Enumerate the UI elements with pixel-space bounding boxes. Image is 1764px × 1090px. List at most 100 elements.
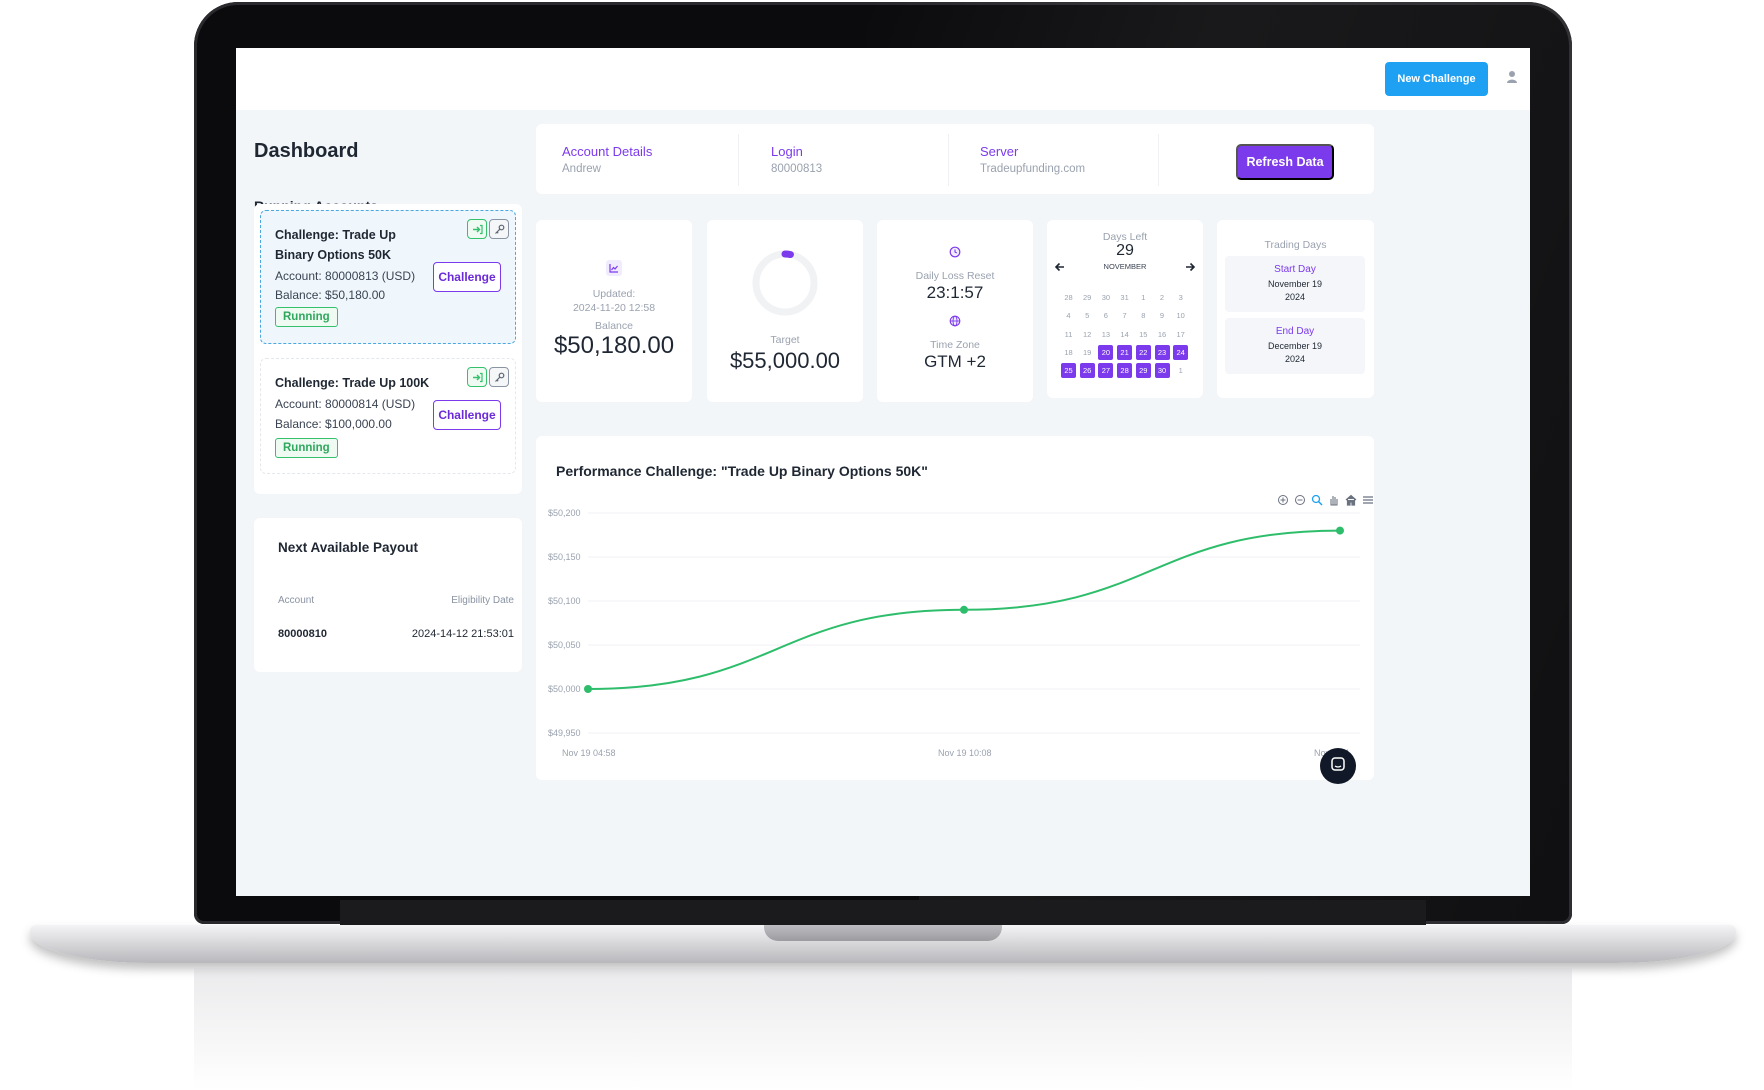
server-label: Server (980, 144, 1019, 159)
data-point[interactable] (584, 685, 592, 693)
account-details-group: Account Details Andrew (562, 144, 652, 175)
payout-col-date: Eligibility Date (451, 595, 514, 606)
calendar-day[interactable]: 4 (1066, 311, 1071, 321)
login-label: Login (771, 144, 803, 159)
new-challenge-button[interactable]: New Challenge (1385, 62, 1488, 96)
calendar-day[interactable]: 30 (1101, 293, 1111, 302)
x-tick-label: Nov 19 04:58 (562, 748, 616, 758)
laptop-reflection (194, 968, 1572, 1090)
account-balance: Balance: $100,000.00 (275, 417, 392, 431)
laptop-hinge (340, 900, 1426, 926)
calendar-day[interactable]: 17 (1176, 329, 1185, 339)
login-value: 80000813 (771, 163, 823, 175)
calendar-day[interactable]: 5 (1085, 311, 1090, 321)
calendar-day[interactable]: 29 (1083, 293, 1092, 302)
laptop-notch (764, 925, 1002, 941)
chat-icon (1330, 756, 1346, 777)
calendar-day[interactable]: 7 (1122, 311, 1127, 321)
calendar-day[interactable]: 18 (1064, 347, 1073, 357)
top-bar: New Challenge (236, 48, 1530, 110)
data-point[interactable] (960, 605, 968, 614)
performance-chart-panel: Performance Challenge: "Trade Up Binary … (536, 436, 1374, 780)
arrow-left-icon[interactable] (1054, 260, 1066, 278)
key-icon[interactable] (489, 367, 509, 387)
zoom-out-icon[interactable] (1293, 493, 1307, 507)
key-icon[interactable] (489, 219, 509, 239)
target-value: $55,000.00 (729, 348, 841, 373)
calendar-day[interactable]: 28 (1064, 293, 1073, 302)
calendar-day-selected[interactable]: 21 (1117, 344, 1133, 360)
payout-title: Next Available Payout (278, 540, 419, 555)
loss-reset-card: Daily Loss Reset 23:1:57 Time Zone GTM +… (877, 220, 1033, 402)
days-left-value: 29 (1116, 242, 1134, 259)
calendar-day-selected[interactable]: 28 (1117, 363, 1133, 379)
calendar-day-selected[interactable]: 27 (1098, 363, 1114, 379)
login-icon[interactable] (467, 367, 487, 387)
balance-label: Balance (595, 320, 633, 332)
calendar-day-selected[interactable]: 24 (1173, 344, 1189, 360)
login-group: Login 80000813 (771, 144, 822, 175)
user-icon[interactable] (1506, 70, 1520, 84)
y-tick-label: $50,200 (548, 508, 581, 518)
calendar-day[interactable]: 10 (1176, 311, 1185, 321)
performance-line-chart: $50,200 $50,150 $50,100 $50,050 $50,000 $49,9… (548, 508, 1360, 758)
calendar-day-selected[interactable]: 20 (1098, 344, 1114, 360)
calendar-day[interactable]: 16 (1157, 329, 1167, 339)
days-left-label: Days Left (1102, 231, 1148, 243)
calendar-day[interactable]: 14 (1120, 329, 1129, 339)
y-tick-label: $50,100 (548, 596, 581, 606)
trading-days-title: Trading Days (1264, 239, 1327, 251)
login-icon[interactable] (467, 219, 487, 239)
calendar-day[interactable]: 3 (1178, 293, 1183, 302)
calendar-day-selected[interactable]: 22 (1135, 344, 1151, 360)
arrow-right-icon[interactable] (1184, 260, 1196, 278)
calendar-day-selected[interactable]: 29 (1135, 363, 1151, 379)
calendar-day-selected[interactable]: 30 (1154, 363, 1170, 379)
chat-button[interactable] (1320, 748, 1356, 784)
y-tick-label: $50,150 (548, 552, 581, 562)
account-name: Challenge: Trade Up Binary Options 50K (275, 228, 396, 262)
start-day-box: Start Day November 19 2024 (1225, 256, 1365, 312)
account-card[interactable]: Challenge: Trade Up Binary Options 50K A… (260, 210, 516, 344)
calendar-day-selected[interactable]: 25 (1061, 363, 1076, 379)
calendar-day[interactable]: 15 (1139, 329, 1148, 339)
account-details-label: Account Details (562, 144, 653, 159)
calendar-day-selected[interactable]: 26 (1079, 363, 1095, 379)
calendar-day[interactable]: 1 (1178, 366, 1183, 376)
calendar-day[interactable]: 6 (1103, 311, 1108, 321)
calendar-day[interactable]: 13 (1101, 329, 1111, 339)
end-day-box: End Day December 19 2024 (1225, 318, 1365, 374)
status-badge: Running (275, 438, 338, 458)
account-card[interactable]: Challenge: Trade Up 100K Account: 800008… (260, 358, 516, 474)
calendar-day[interactable]: 9 (1159, 311, 1165, 321)
calendar-day[interactable]: 19 (1083, 347, 1092, 357)
challenge-button[interactable]: Challenge (433, 400, 501, 430)
server-value: Tradeupfunding.com (980, 163, 1086, 175)
account-number: Account: 80000814 (USD) (275, 397, 416, 411)
x-tick-label: Nov 19 10:08 (938, 748, 992, 758)
chart-toolbar (1276, 493, 1375, 507)
divider (1158, 134, 1159, 186)
calendar-day[interactable]: 8 (1141, 311, 1146, 321)
challenge-button[interactable]: Challenge (433, 262, 501, 292)
divider (738, 134, 739, 186)
end-day-label: End Day (1275, 326, 1315, 337)
calendar-day[interactable]: 31 (1120, 293, 1129, 302)
calendar-day[interactable]: 1 (1141, 293, 1146, 302)
home-reset-icon[interactable] (1344, 493, 1358, 507)
app-screen: New Challenge Dashboard Running Accounts… (236, 48, 1530, 896)
next-payout-panel: Next Available Payout Account Eligibilit… (254, 518, 522, 672)
calendar-day-selected[interactable]: 23 (1154, 344, 1170, 360)
zoom-in-icon[interactable] (1276, 493, 1290, 507)
calendar-day[interactable]: 11 (1064, 329, 1073, 339)
pan-hand-icon[interactable] (1327, 493, 1341, 507)
target-label: Target (770, 334, 800, 346)
calendar-day[interactable]: 12 (1083, 329, 1092, 339)
selection-zoom-icon[interactable] (1310, 493, 1324, 507)
calendar-card: Days Left 29 NOVEMBER 28 29 30 31 1 2 3 4 5 6 7 8 9 1… (1047, 220, 1203, 398)
data-point[interactable] (1336, 526, 1344, 535)
start-day-label: Start Day (1274, 264, 1316, 275)
menu-icon[interactable] (1361, 493, 1375, 507)
refresh-data-button[interactable]: Refresh Data (1236, 144, 1334, 180)
calendar-day[interactable]: 2 (1159, 293, 1165, 302)
